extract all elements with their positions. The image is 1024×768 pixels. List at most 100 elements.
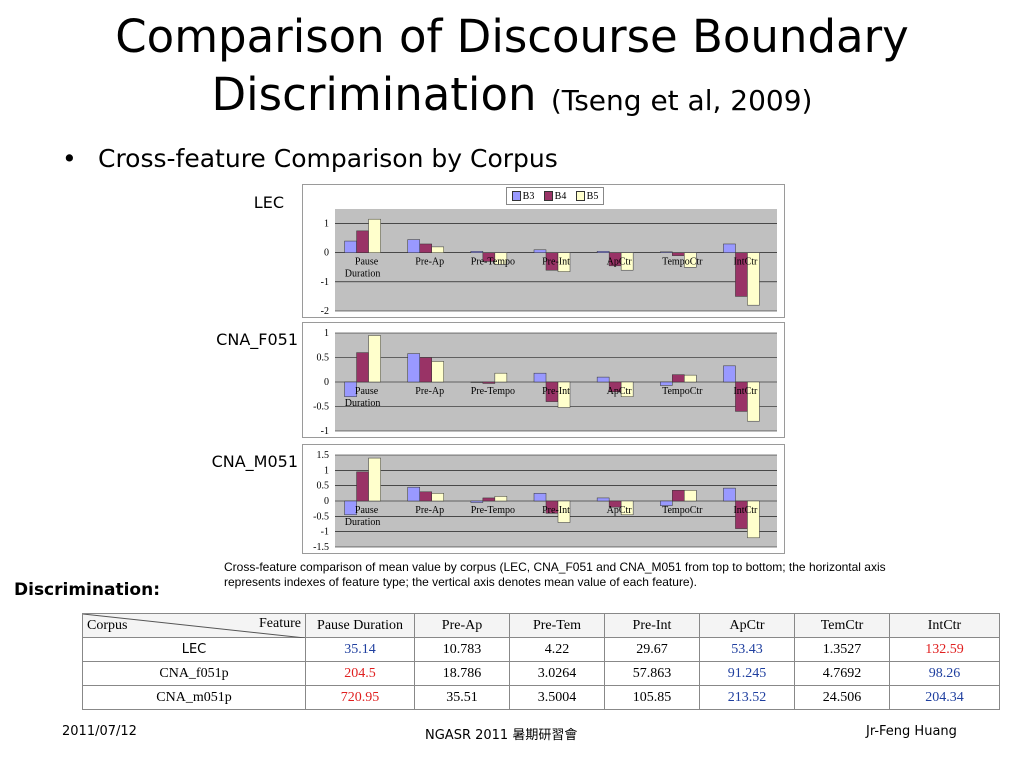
bar-b4: [419, 491, 432, 502]
corner-feature-label: Feature: [259, 616, 301, 631]
y-tick-label: 0.5: [317, 481, 330, 492]
x-category-label: Pause: [355, 386, 379, 397]
bar-b5: [368, 457, 381, 502]
bar-b3: [723, 487, 736, 502]
bullet-dot-icon: •: [62, 144, 77, 173]
bar-b3: [344, 381, 357, 397]
bullet-text: Cross-feature Comparison by Corpus: [98, 144, 558, 173]
bar-b4: [482, 381, 496, 384]
x-category-label: Pause: [355, 505, 379, 516]
x-category-label: IntCtr: [733, 386, 758, 397]
bar-b3: [596, 251, 610, 253]
bar-b5: [620, 500, 634, 516]
chart-label-cna-f051: CNA_F051: [216, 330, 298, 349]
bar-b5: [747, 252, 760, 306]
table-cell: 720.95: [305, 685, 415, 710]
bar-b3: [660, 251, 673, 253]
y-tick-label: 1: [324, 465, 329, 476]
bar-b5: [557, 381, 571, 408]
chart-legend: B3 B4 B5: [506, 187, 604, 205]
x-category-label: Duration: [345, 269, 381, 280]
y-tick-label: 1.5: [317, 450, 330, 461]
table-corner-cell: Corpus Feature: [82, 613, 306, 638]
table-cell: 35.51: [414, 685, 510, 710]
x-category-label: Pre-Int: [542, 505, 570, 516]
bar-b3: [470, 500, 484, 503]
table-row-label: CNA_m051p: [82, 685, 306, 710]
table-row: LEC 35.14 10.783 4.22 29.67 53.43 1.3527…: [82, 637, 1000, 662]
footer-date: 2011/07/12: [62, 724, 137, 739]
bar-b5: [557, 252, 571, 272]
table-cell: 4.7692: [794, 661, 890, 686]
bar-b4: [672, 490, 685, 502]
bar-b5: [747, 381, 760, 422]
table-cell: 35.14: [305, 637, 415, 662]
y-tick-label: -0.5: [313, 402, 329, 413]
bar-b3: [533, 372, 547, 383]
bar-b5: [431, 361, 444, 383]
bar-b5: [684, 252, 697, 268]
table-header-cell: Pre-Int: [604, 613, 700, 638]
x-category-label: IntCtr: [733, 257, 758, 268]
x-category-label: TempoCtr: [662, 386, 703, 397]
legend-item-b5: B5: [575, 191, 598, 202]
chart-cna-m051: 1.5 1 0.5 0 -0.5 -1 -1.5 Pause Duration Pre-Ap Pre…: [302, 444, 785, 554]
x-category-label: Pre-Tempo: [471, 257, 515, 268]
x-category-label: Duration: [345, 517, 381, 528]
table-header-cell: Pause Duration: [305, 613, 415, 638]
table-cell: 24.506: [794, 685, 890, 710]
y-tick-label: -0.5: [313, 511, 329, 522]
table-cell: 204.5: [305, 661, 415, 686]
table-row: CNA_f051p 204.5 18.786 3.0264 57.863 91.…: [82, 661, 1000, 686]
table-row-label: CNA_f051p: [82, 661, 306, 686]
x-category-label: Pre-Ap: [415, 505, 444, 516]
title-main: Discrimination: [211, 68, 537, 121]
table-cell: 53.43: [699, 637, 795, 662]
chart-label-lec: LEC: [253, 193, 284, 212]
y-tick-label: -1: [321, 277, 329, 288]
bar-b3: [407, 353, 420, 383]
table-header-cell: Pre-Ap: [414, 613, 510, 638]
footer-event: NGASR 2011 暑期研習會: [425, 728, 578, 743]
bar-b3: [533, 493, 547, 502]
y-tick-label: 0: [324, 248, 329, 259]
bar-b5: [494, 372, 508, 383]
bar-b5: [431, 246, 444, 253]
bar-b3: [660, 381, 673, 386]
bar-b3: [723, 243, 736, 253]
x-category-label: Pre-Tempo: [471, 505, 515, 516]
x-category-label: Pre-Int: [542, 257, 570, 268]
table-cell: 29.67: [604, 637, 700, 662]
bar-b4: [672, 252, 685, 256]
y-tick-label: -1: [321, 527, 329, 538]
table-cell: 3.0264: [509, 661, 605, 686]
y-tick-label: -1: [321, 426, 329, 437]
corner-corpus-label: Corpus: [87, 618, 128, 633]
bar-b4: [419, 357, 432, 383]
table-header-cell: TemCtr: [794, 613, 890, 638]
title-line-2: Discrimination (Tseng et al, 2009): [0, 66, 1024, 130]
bar-b5: [620, 252, 634, 271]
bar-b5: [368, 218, 381, 253]
table-cell: 3.5004: [509, 685, 605, 710]
bar-b3: [596, 497, 610, 502]
table-cell: 213.52: [699, 685, 795, 710]
bar-b3: [344, 240, 357, 253]
discrimination-label: Discrimination:: [14, 580, 160, 600]
x-category-label: ApCtr: [607, 386, 633, 397]
x-category-label: ApCtr: [607, 257, 633, 268]
legend-item-b3: B3: [511, 191, 534, 202]
bar-b5: [557, 500, 571, 523]
x-category-label: Pre-Tempo: [471, 386, 515, 397]
bar-b3: [470, 381, 484, 383]
legend-swatch-b5: [575, 191, 585, 202]
footer-author: Jr-Feng Huang: [866, 724, 957, 739]
bar-b5: [684, 490, 697, 502]
table-cell: 91.245: [699, 661, 795, 686]
table-row-label: LEC: [82, 637, 306, 662]
legend-swatch-b4: [543, 191, 553, 202]
bar-b5: [684, 374, 697, 383]
bar-b3: [470, 251, 484, 253]
